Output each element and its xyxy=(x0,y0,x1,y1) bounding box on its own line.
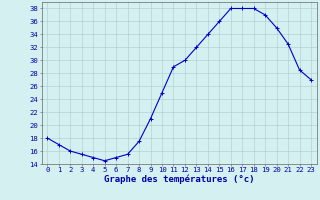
X-axis label: Graphe des températures (°c): Graphe des températures (°c) xyxy=(104,175,254,184)
